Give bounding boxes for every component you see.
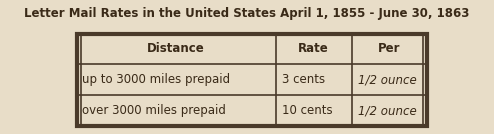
Text: Rate: Rate [298, 42, 329, 55]
Text: 3 cents: 3 cents [282, 73, 325, 86]
Bar [81, 34, 423, 126]
Text: Per: Per [378, 42, 401, 55]
Bar [77, 34, 427, 126]
Text: 1/2 ounce: 1/2 ounce [358, 104, 416, 117]
Text: Distance: Distance [147, 42, 205, 55]
Text: 10 cents: 10 cents [282, 104, 332, 117]
Text: up to 3000 miles prepaid: up to 3000 miles prepaid [82, 73, 231, 86]
Text: 1/2 ounce: 1/2 ounce [358, 73, 416, 86]
Text: over 3000 miles prepaid: over 3000 miles prepaid [82, 104, 226, 117]
Text: Letter Mail Rates in the United States April 1, 1855 - June 30, 1863: Letter Mail Rates in the United States A… [24, 7, 470, 20]
